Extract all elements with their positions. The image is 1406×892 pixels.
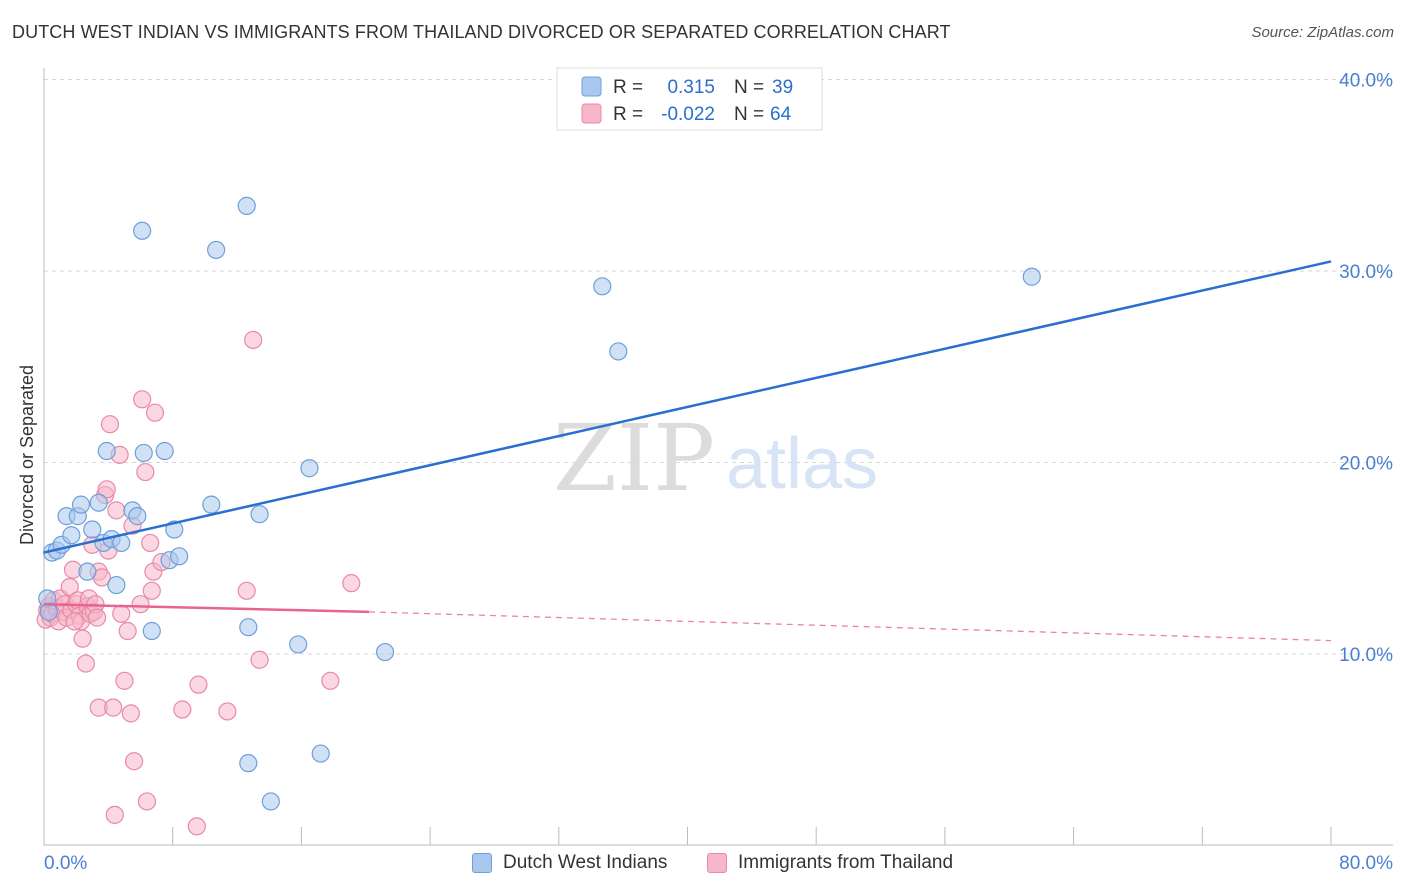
legend-r-value-pink: -0.022 — [661, 104, 715, 125]
trend-lines — [43, 260, 1332, 642]
pink-point — [237, 581, 256, 600]
legend-n-value-pink: 64 — [770, 104, 792, 125]
blue-point — [107, 575, 126, 595]
series-legend-item-immigrants-from-thailand: Immigrants from Thailand — [707, 852, 953, 874]
y-tick-label: 30.0% — [1339, 262, 1393, 283]
pink-point — [187, 817, 206, 836]
blue-point — [39, 602, 58, 621]
series-legend-swatch-blue — [472, 853, 492, 873]
legend-n-label-pink: N = — [734, 104, 764, 125]
blue-point — [1022, 267, 1041, 286]
pink-point — [104, 698, 123, 717]
pink-point — [141, 533, 160, 553]
pink-point — [321, 671, 340, 690]
pink-point — [342, 574, 361, 593]
pink-point — [107, 501, 126, 520]
legend-r-value-blue: 0.315 — [667, 77, 715, 98]
pink-point — [97, 480, 116, 499]
pink-point — [137, 792, 157, 811]
x-tick-label: 0.0% — [44, 853, 87, 874]
pink-point — [131, 595, 150, 614]
blue-point — [239, 618, 258, 637]
series-legend-label: Dutch West Indians — [503, 852, 668, 873]
blue-point — [142, 621, 161, 641]
blue-point — [300, 459, 319, 478]
blue-point — [128, 507, 147, 526]
blue-point — [78, 562, 97, 581]
legend-r-label-pink: R = — [613, 104, 643, 125]
blue-point — [375, 642, 395, 662]
blue-point — [89, 493, 108, 512]
legend-swatch-pink — [581, 103, 602, 124]
pink-point — [73, 629, 92, 648]
trend-line-pink-extension — [368, 611, 1332, 642]
pink-point — [121, 704, 140, 723]
series-legend-swatch-pink — [707, 853, 727, 873]
blue-point — [593, 277, 612, 296]
legend-swatch-blue — [581, 76, 602, 97]
series-legend-item-dutch-west-indians: Dutch West Indians — [472, 852, 667, 874]
blue-point — [202, 495, 221, 514]
watermark: ZIP atlas — [553, 405, 878, 512]
pink-point — [100, 415, 120, 434]
y-tick-label: 40.0% — [1339, 71, 1393, 92]
pink-point — [250, 650, 269, 669]
pink-point — [145, 403, 165, 422]
blue-point — [62, 526, 81, 545]
pink-point — [76, 654, 95, 673]
pink-point — [65, 612, 84, 631]
blue-point — [97, 441, 116, 461]
pink-point — [244, 330, 263, 350]
axes: 10.0% 20.0% 30.0% 40.0% 0.0% 80.0% — [43, 68, 1393, 874]
series-legend: Dutch West Indians Immigrants from Thail… — [0, 850, 1406, 880]
blue-point — [239, 754, 258, 773]
watermark-zip: ZIP — [553, 405, 715, 512]
chart-title: DUTCH WEST INDIAN VS IMMIGRANTS FROM THA… — [12, 22, 951, 42]
y-tick-label: 10.0% — [1339, 645, 1393, 666]
pink-point — [105, 805, 124, 824]
stats-legend: R = 0.315 N = 39 R = -0.022 N = 64 — [556, 67, 823, 131]
legend-n-value-blue: 39 — [772, 77, 793, 98]
blue-point — [133, 221, 152, 240]
trend-line-pink — [43, 602, 369, 614]
y-tick-label: 20.0% — [1339, 454, 1393, 475]
watermark-atlas: atlas — [726, 424, 878, 504]
legend-r-label-blue: R = — [613, 77, 643, 98]
pink-point — [124, 752, 144, 771]
blue-point — [289, 635, 308, 654]
pink-point — [189, 675, 208, 694]
pink-point — [60, 577, 79, 597]
blue-point — [134, 443, 153, 463]
pink-point — [133, 390, 152, 409]
y-axis-label: Divorced or Separated — [17, 365, 37, 545]
blue-point — [261, 792, 280, 811]
pink-point — [173, 700, 192, 719]
series-legend-label: Immigrants from Thailand — [738, 852, 954, 873]
blue-point — [155, 441, 174, 461]
pink-point — [115, 671, 134, 690]
pink-point — [218, 702, 237, 721]
pink-point — [142, 581, 161, 600]
blue-point — [311, 744, 330, 763]
blue-point — [609, 342, 628, 361]
legend-n-label-blue: N = — [734, 77, 764, 98]
blue-point — [207, 240, 226, 260]
source-credit: Source: ZipAtlas.com — [1251, 24, 1394, 41]
gridlines — [44, 79, 1393, 655]
blue-point — [170, 547, 189, 566]
x-tick-label: 80.0% — [1339, 853, 1393, 874]
data-points — [36, 196, 1041, 836]
pink-point — [136, 462, 155, 482]
pink-point — [112, 604, 131, 623]
pink-point — [118, 621, 137, 641]
blue-point — [83, 520, 102, 539]
blue-point — [237, 196, 256, 215]
pink-point — [87, 608, 107, 627]
trend-line-blue — [43, 260, 1332, 554]
blue-point — [71, 495, 91, 514]
blue-point — [250, 505, 269, 524]
